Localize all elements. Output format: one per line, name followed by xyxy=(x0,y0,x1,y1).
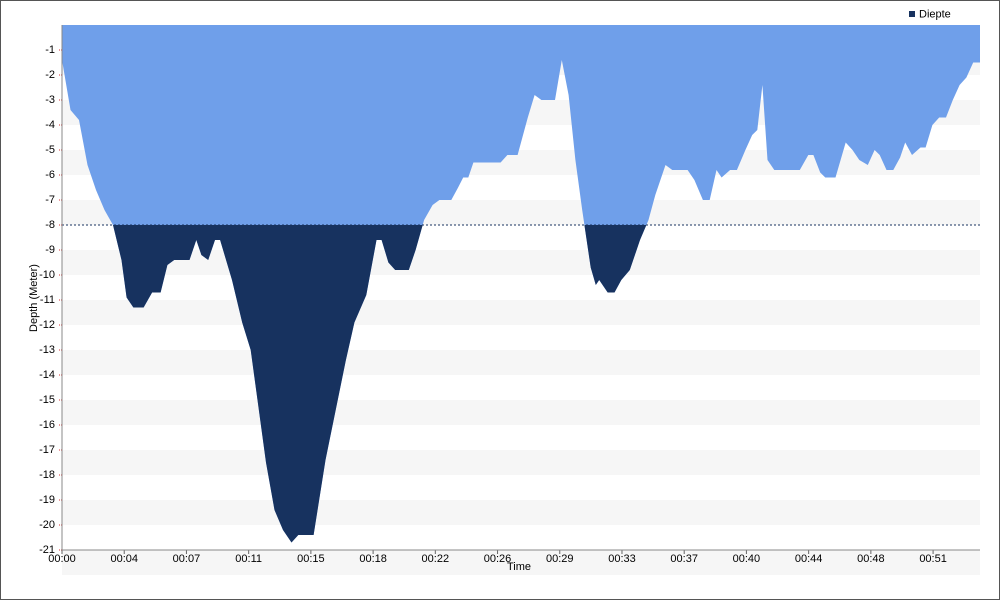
y-tick-label: -9 xyxy=(45,244,55,256)
grid-band xyxy=(62,300,980,325)
y-tick-label: -16 xyxy=(39,419,55,431)
x-tick-label: 00:48 xyxy=(857,553,885,565)
x-tick-label: 00:40 xyxy=(733,553,761,565)
x-tick-label: 00:00 xyxy=(48,553,76,565)
y-tick-label: -11 xyxy=(40,294,55,306)
y-tick-label: -7 xyxy=(45,194,55,206)
x-tick-label: 00:37 xyxy=(670,553,698,565)
y-tick-label: -2 xyxy=(45,69,55,81)
legend-label: Diepte xyxy=(919,8,951,20)
y-tick-label: -8 xyxy=(45,219,55,231)
x-axis-label: Time xyxy=(507,561,531,573)
x-tick-label: 00:11 xyxy=(235,553,262,565)
legend-swatch xyxy=(909,11,915,17)
grid-band xyxy=(62,550,980,575)
grid-band xyxy=(62,450,980,475)
x-tick-label: 00:26 xyxy=(484,553,512,565)
y-tick-label: -19 xyxy=(39,494,55,506)
x-tick-label: 00:22 xyxy=(422,553,450,565)
x-tick-label: 00:04 xyxy=(110,553,138,565)
grid-band xyxy=(62,250,980,275)
y-axis-label: Depth (Meter) xyxy=(28,264,40,332)
y-tick-label: -6 xyxy=(45,169,55,181)
x-tick-label: 00:18 xyxy=(359,553,387,565)
y-tick-label: -12 xyxy=(39,319,55,331)
x-tick-label: 00:33 xyxy=(608,553,636,565)
y-tick-label: -3 xyxy=(45,94,55,106)
x-tick-label: 00:07 xyxy=(173,553,201,565)
grid-band xyxy=(62,350,980,375)
y-tick-label: -1 xyxy=(45,44,55,56)
grid-band xyxy=(62,400,980,425)
x-tick-label: 00:15 xyxy=(297,553,325,565)
y-tick-label: -5 xyxy=(45,144,55,156)
y-tick-label: -15 xyxy=(39,394,55,406)
y-tick-label: -4 xyxy=(45,119,55,131)
grid-band xyxy=(62,500,980,525)
y-tick-label: -14 xyxy=(39,369,55,381)
y-tick-label: -10 xyxy=(39,269,55,281)
y-tick-label: -13 xyxy=(39,344,55,356)
x-tick-label: 00:51 xyxy=(919,553,947,565)
below-threshold-area xyxy=(113,225,647,543)
x-tick-label: 00:29 xyxy=(546,553,574,565)
y-tick-label: -18 xyxy=(39,469,55,481)
y-tick-label: -20 xyxy=(39,519,55,531)
x-tick-label: 00:44 xyxy=(795,553,823,565)
y-tick-label: -21 xyxy=(39,544,55,556)
y-tick-label: -17 xyxy=(39,444,55,456)
